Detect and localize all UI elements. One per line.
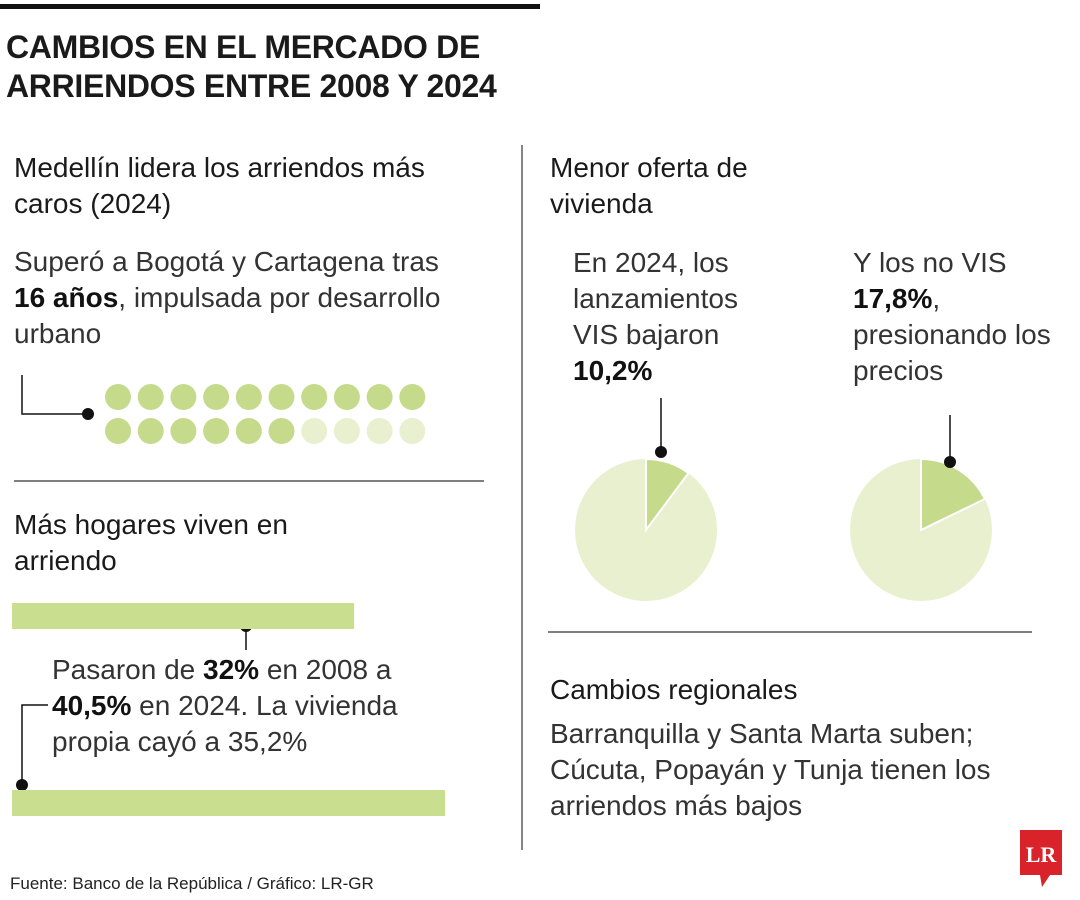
value-label: 32% — [203, 654, 260, 685]
dot — [235, 384, 262, 410]
dot — [105, 418, 131, 444]
dot — [301, 418, 328, 444]
connector-dot — [82, 408, 94, 420]
text: Superó a Bogotá y Cartagena tras — [14, 246, 439, 277]
text: En 2024, los lanzamientos VIS bajaron 10… — [573, 245, 783, 389]
dot — [301, 384, 328, 410]
heading: Menor oferta de vivienda — [550, 152, 748, 219]
dot — [399, 418, 426, 444]
connector-dot — [655, 446, 667, 458]
dot — [235, 418, 262, 444]
dot — [203, 418, 230, 444]
title: CAMBIOS EN EL MERCADO DE ARRIENDOS ENTRE… — [6, 29, 497, 104]
logo-box — [1020, 830, 1062, 887]
text: Pasaron de 32% en 2008 a 40,5% en 2024. … — [52, 652, 472, 760]
bar — [12, 790, 445, 816]
pie-slice — [920, 457, 987, 532]
dot — [170, 384, 197, 410]
text: en 2008 a — [259, 654, 392, 685]
dot — [366, 384, 393, 410]
connector — [21, 704, 48, 785]
heading: Medellín lidera los arriendos más caros … — [14, 152, 425, 219]
logo: LR — [1026, 842, 1058, 867]
pie-slice — [645, 457, 690, 534]
dot-group — [301, 418, 426, 444]
value-label: 10,2% — [573, 355, 653, 386]
heading: Más hogares viven en arriendo — [14, 509, 288, 576]
text: en 2024. La vivienda propia cayó a 35,2% — [52, 690, 398, 757]
text: , presionando los precios — [853, 283, 1051, 386]
connector — [21, 375, 88, 415]
connector-dot — [16, 779, 28, 791]
source: Fuente: Banco de la República / Gráfico:… — [10, 874, 374, 893]
value-label: 17,8% — [853, 283, 933, 314]
connector-dot — [944, 456, 956, 468]
value-label: 16 años — [14, 282, 119, 313]
dot — [268, 418, 295, 444]
dot — [137, 418, 164, 444]
dot — [333, 418, 360, 444]
dot — [170, 418, 197, 444]
dot — [105, 384, 131, 410]
dot-group — [105, 384, 426, 444]
charts — [12, 384, 992, 816]
text: Pasaron de — [52, 654, 203, 685]
text: En 2024, los lanzamientos VIS bajaron — [573, 247, 738, 350]
dot — [268, 384, 295, 410]
heading: Cambios regionales — [550, 674, 798, 705]
dot — [399, 384, 426, 410]
value-label: 40,5% — [52, 690, 132, 721]
dot — [333, 384, 360, 410]
text: Superó a Bogotá y Cartagena tras 16 años… — [14, 244, 464, 352]
top-rule — [0, 4, 540, 9]
dot — [366, 418, 393, 444]
dot — [137, 384, 164, 410]
bar — [12, 603, 355, 629]
text: , impulsada por desarrollo urbano — [14, 282, 441, 349]
text: Y los no VIS — [853, 247, 1007, 278]
text: Barranquilla y Santa Marta suben; Cúcuta… — [550, 718, 991, 821]
dot — [203, 384, 230, 410]
text: Y los no VIS 17,8%, presionando los prec… — [853, 245, 1053, 389]
